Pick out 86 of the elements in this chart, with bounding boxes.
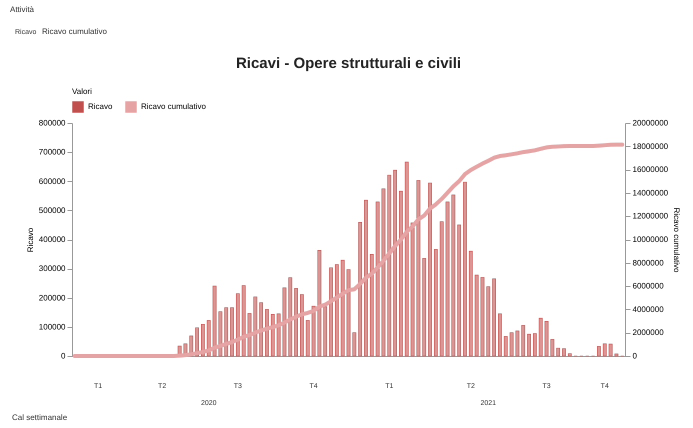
bar <box>614 354 618 356</box>
bar <box>352 332 356 356</box>
bar <box>516 330 520 356</box>
legend-title: Valori <box>72 87 92 96</box>
bar <box>218 311 222 356</box>
bar <box>317 250 322 356</box>
bar <box>323 306 328 356</box>
bar <box>538 318 543 356</box>
y2-tick-label: 8000000 <box>632 258 664 268</box>
chart-title: Ricavi - Opere strutturali e civili <box>236 55 462 72</box>
bar <box>230 307 234 356</box>
y-tick-label: 600000 <box>38 176 66 186</box>
y-tick-label: 500000 <box>38 206 66 215</box>
bar <box>242 285 246 356</box>
y2-tick-label: 4000000 <box>632 304 664 314</box>
bar <box>294 288 298 356</box>
bar <box>556 348 560 356</box>
bar <box>486 286 490 356</box>
bar <box>492 278 496 356</box>
bar <box>562 348 566 356</box>
y-tick-label: 100000 <box>38 322 66 332</box>
bar <box>410 222 414 356</box>
y2-tick-label: 20000000 <box>632 118 669 128</box>
bar <box>451 194 456 356</box>
bar <box>544 321 548 356</box>
y-tick-label: 800000 <box>38 118 66 128</box>
y2-tick-label: 6000000 <box>632 282 664 291</box>
bar <box>457 224 462 356</box>
bar <box>602 343 607 356</box>
legend-label: Ricavo cumulativo <box>141 102 206 111</box>
bar <box>312 306 316 356</box>
bar <box>306 320 310 356</box>
bar <box>416 180 420 356</box>
y-tick-label: 0 <box>61 352 66 360</box>
bar <box>346 269 350 356</box>
bar <box>608 344 612 356</box>
y2-tick-label: 12000000 <box>632 212 669 221</box>
bar <box>376 202 380 356</box>
bar <box>340 260 345 356</box>
y2-axis-title: Ricavo cumulativo <box>672 208 682 274</box>
y-tick-label: 400000 <box>38 235 66 244</box>
bar <box>532 333 537 356</box>
bar <box>393 170 397 356</box>
text: Cal settimanale <box>12 413 68 422</box>
bar <box>521 325 526 356</box>
y-axis-title: Ricavo <box>26 227 35 252</box>
bar <box>446 202 450 356</box>
bar <box>358 222 362 356</box>
y-tick-label: 300000 <box>38 264 66 274</box>
y-tick-label: 200000 <box>38 293 66 302</box>
bar <box>259 302 264 356</box>
bar <box>428 182 432 356</box>
bar <box>265 309 269 356</box>
bar <box>236 293 240 356</box>
bar <box>364 200 368 356</box>
bar <box>498 313 502 356</box>
y2-tick-label: 14000000 <box>632 188 669 198</box>
bar <box>480 277 484 356</box>
bar <box>550 339 554 356</box>
bar <box>300 294 304 356</box>
text: Ricavo cumulativo <box>42 27 108 36</box>
bar <box>568 353 572 356</box>
bar <box>422 258 426 356</box>
bar <box>334 264 339 356</box>
legend-label: Ricavo <box>88 102 114 111</box>
bar <box>282 288 286 356</box>
bar <box>510 332 514 356</box>
bar <box>597 346 601 356</box>
y2-tick-label: 2000000 <box>632 328 664 338</box>
bar <box>463 182 467 356</box>
bar <box>440 221 444 356</box>
bar <box>382 188 386 356</box>
y2-tick-label: 0 <box>632 352 638 360</box>
y-tick-label: 700000 <box>38 148 66 157</box>
bar <box>212 286 216 356</box>
bar <box>527 334 531 356</box>
bar <box>329 267 333 356</box>
bar <box>468 250 473 356</box>
bar <box>474 274 479 356</box>
y2-tick-label: 18000000 <box>632 142 669 151</box>
bar <box>399 190 403 356</box>
y2-tick-label: 10000000 <box>632 235 669 244</box>
text: Attività <box>10 5 35 14</box>
bar <box>504 336 508 356</box>
bar <box>434 249 438 356</box>
y2-tick-label: 16000000 <box>632 165 669 174</box>
